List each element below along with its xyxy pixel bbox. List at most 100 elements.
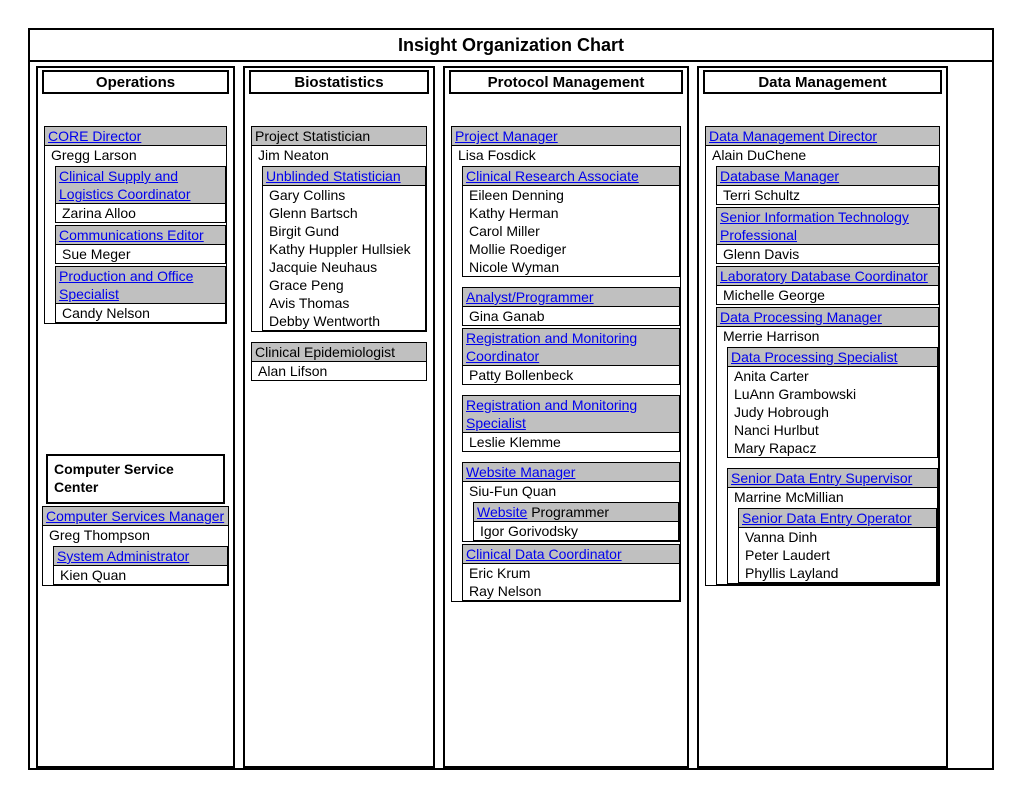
role-block-unblinded-statistician: Unblinded Statistician Gary Collins Glen… (262, 166, 426, 331)
role-block-clinical-research-associate: Clinical Research Associate Eileen Denni… (462, 166, 680, 277)
person-name: Terri Schultz (717, 186, 938, 204)
role-title[interactable]: Communications Editor (56, 226, 225, 245)
role-title: Project Statistician (252, 127, 426, 146)
role-block-clinical-supply: Clinical Supply and Logistics Coordinato… (55, 166, 226, 223)
person-name: Judy Hobrough (728, 403, 937, 421)
role-title[interactable]: Unblinded Statistician (263, 167, 425, 186)
person-name: Zarina Alloo (56, 204, 225, 222)
person-name: Vanna Dinh (739, 528, 936, 546)
person-name: Glenn Bartsch (263, 204, 425, 222)
person-name: Candy Nelson (56, 304, 225, 322)
role-title[interactable]: Senior Data Entry Supervisor (728, 469, 937, 488)
role-title[interactable]: Data Management Director (706, 127, 939, 146)
person-name: Carol Miller (463, 222, 679, 240)
person-name: Siu-Fun Quan (463, 482, 679, 500)
person-name: Marrine McMillian (728, 488, 937, 506)
person-name: Greg Thompson (43, 526, 228, 544)
column-protocol-management: Protocol Management Project Manager Lisa… (443, 66, 689, 768)
person-name: Kathy Huppler Hullsiek (263, 240, 425, 258)
person-name: Mollie Roediger (463, 240, 679, 258)
role-block-website-manager: Website Manager Siu-Fun Quan Website Pro… (462, 462, 680, 542)
chart-title: Insight Organization Chart (30, 30, 992, 62)
person-name: Nicole Wyman (463, 258, 679, 276)
person-name: Eileen Denning (463, 186, 679, 204)
person-name: Sue Meger (56, 245, 225, 263)
role-title[interactable]: Registration and Monitoring Specialist (463, 396, 679, 433)
role-title[interactable]: System Administrator (54, 547, 227, 566)
role-block-senior-de-supervisor: Senior Data Entry Supervisor Marrine McM… (727, 468, 938, 584)
role-block-lab-db-coordinator: Laboratory Database Coordinator Michelle… (716, 266, 939, 305)
page: Insight Organization Chart Operations CO… (0, 0, 1020, 788)
person-name: Phyllis Layland (739, 564, 936, 582)
role-title[interactable]: Clinical Data Coordinator (463, 545, 679, 564)
role-title[interactable]: Registration and Monitoring Coordinator (463, 329, 679, 366)
column-body: Project Manager Lisa Fosdick Clinical Re… (445, 94, 687, 606)
person-name: Gina Ganab (463, 307, 679, 325)
column-body: Project Statistician Jim Neaton Unblinde… (245, 94, 433, 385)
person-name: Mary Rapacz (728, 439, 937, 457)
column-body: CORE Director Gregg Larson Clinical Supp… (38, 94, 233, 590)
person-name: Ray Nelson (463, 582, 679, 600)
role-title[interactable]: Clinical Supply and Logistics Coordinato… (56, 167, 225, 204)
column-data-management: Data Management Data Management Director… (697, 66, 948, 768)
person-name: Glenn Davis (717, 245, 938, 263)
person-name: Merrie Harrison (717, 327, 938, 345)
person-name: Leslie Klemme (463, 433, 679, 451)
person-name: Peter Laudert (739, 546, 936, 564)
role-title[interactable]: CORE Director (45, 127, 226, 146)
role-block-database-manager: Database Manager Terri Schultz (716, 166, 939, 205)
person-name: Patty Bollenbeck (463, 366, 679, 384)
chart-frame: Insight Organization Chart Operations CO… (28, 28, 994, 770)
column-biostatistics: Biostatistics Project Statistician Jim N… (243, 66, 435, 768)
role-title[interactable]: Data Processing Manager (717, 308, 938, 327)
person-name: Igor Gorivodsky (474, 522, 678, 540)
role-title[interactable]: Production and Office Specialist (56, 267, 225, 304)
person-name: Avis Thomas (263, 294, 425, 312)
role-title[interactable]: Website Manager (463, 463, 679, 482)
person-name: Jacquie Neuhaus (263, 258, 425, 276)
role-title: Clinical Epidemiologist (252, 343, 426, 362)
role-block-data-processing-manager: Data Processing Manager Merrie Harrison … (716, 307, 939, 585)
role-block-reg-monitoring-coordinator: Registration and Monitoring Coordinator … (462, 328, 680, 385)
person-name: Gary Collins (263, 186, 425, 204)
role-title[interactable]: Clinical Research Associate (463, 167, 679, 186)
column-operations: Operations CORE Director Gregg Larson Cl… (36, 66, 235, 768)
subheader-computer-service-center: Computer Service Center (46, 454, 225, 504)
role-block-dm-director: Data Management Director Alain DuChene D… (705, 126, 940, 586)
person-name: Kien Quan (54, 566, 227, 584)
role-block-senior-it-professional: Senior Information Technology Profession… (716, 207, 939, 264)
role-block-senior-de-operator: Senior Data Entry Operator Vanna Dinh Pe… (738, 508, 937, 583)
role-block-cs-manager: Computer Services Manager Greg Thompson … (42, 506, 229, 586)
column-header: Data Management (703, 70, 942, 94)
column-header: Operations (42, 70, 229, 94)
role-title[interactable]: Laboratory Database Coordinator (717, 267, 938, 286)
column-header: Protocol Management (449, 70, 683, 94)
person-name: Lisa Fosdick (452, 146, 680, 164)
person-name: Grace Peng (263, 276, 425, 294)
role-block-dp-specialist: Data Processing Specialist Anita Carter … (727, 347, 938, 458)
person-name: Alain DuChene (706, 146, 939, 164)
person-name: Gregg Larson (45, 146, 226, 164)
role-block-clinical-data-coordinator: Clinical Data Coordinator Eric Krum Ray … (462, 544, 680, 601)
column-body: Data Management Director Alain DuChene D… (699, 94, 946, 590)
role-block-reg-monitoring-specialist: Registration and Monitoring Specialist L… (462, 395, 680, 452)
person-name: Jim Neaton (252, 146, 426, 164)
role-block-system-administrator: System Administrator Kien Quan (53, 546, 228, 585)
role-title[interactable]: Website Programmer (474, 503, 678, 522)
role-title[interactable]: Senior Information Technology Profession… (717, 208, 938, 245)
person-name: Birgit Gund (263, 222, 425, 240)
role-block-communications-editor: Communications Editor Sue Meger (55, 225, 226, 264)
role-title[interactable]: Data Processing Specialist (728, 348, 937, 367)
person-name: Anita Carter (728, 367, 937, 385)
role-title[interactable]: Analyst/Programmer (463, 288, 679, 307)
role-block-project-statistician: Project Statistician Jim Neaton Unblinde… (251, 126, 427, 332)
person-name: Kathy Herman (463, 204, 679, 222)
role-title[interactable]: Senior Data Entry Operator (739, 509, 936, 528)
role-block-clinical-epidemiologist: Clinical Epidemiologist Alan Lifson (251, 342, 427, 381)
role-title[interactable]: Project Manager (452, 127, 680, 146)
role-block-website-programmer: Website Programmer Igor Gorivodsky (473, 502, 679, 541)
role-block-project-manager: Project Manager Lisa Fosdick Clinical Re… (451, 126, 681, 602)
role-title[interactable]: Computer Services Manager (43, 507, 228, 526)
role-title[interactable]: Database Manager (717, 167, 938, 186)
person-name: Alan Lifson (252, 362, 426, 380)
